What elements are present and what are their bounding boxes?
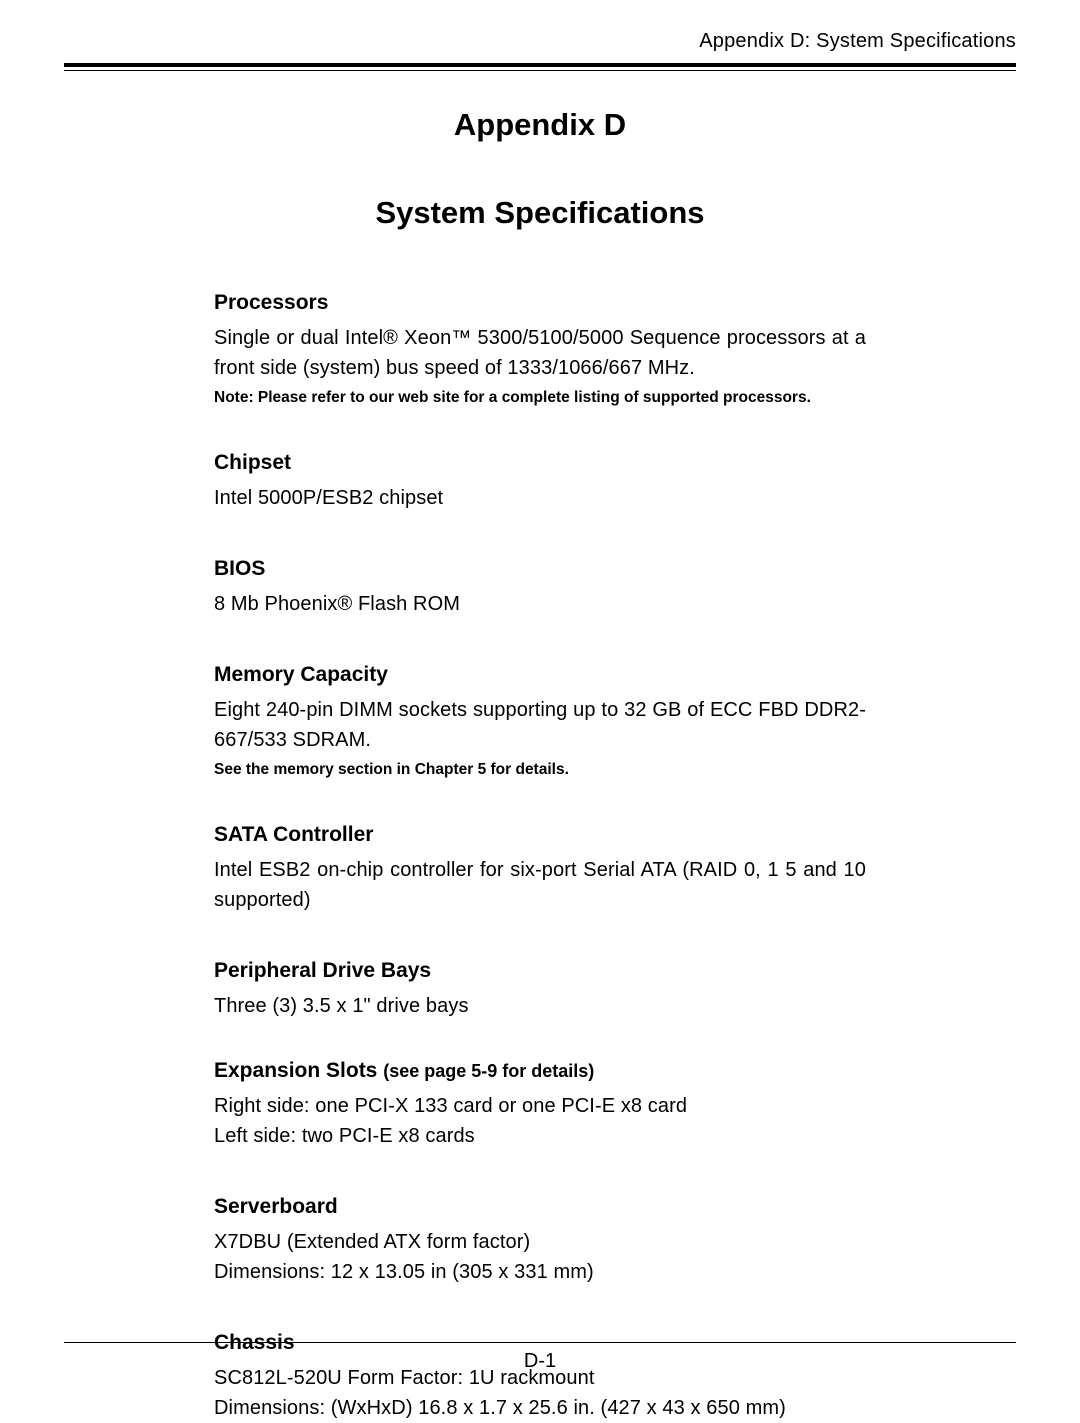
- body-chassis-2: Dimensions: (WxHxD) 16.8 x 1.7 x 25.6 in…: [214, 1393, 866, 1423]
- body-memory: Eight 240-pin DIMM sockets supporting up…: [214, 695, 866, 755]
- page: Appendix D: System Specifications Append…: [0, 0, 1080, 1397]
- body-sata: Intel ESB2 on-chip controller for six-po…: [214, 855, 866, 915]
- section-drivebays: Peripheral Drive Bays Three (3) 3.5 x 1"…: [214, 959, 866, 1021]
- heading-memory: Memory Capacity: [214, 663, 866, 687]
- running-head: Appendix D: System Specifications: [64, 30, 1016, 53]
- heading-expansion-main: Expansion Slots: [214, 1059, 383, 1082]
- body-expansion-1: Right side: one PCI-X 133 card or one PC…: [214, 1091, 866, 1121]
- body-drivebays: Three (3) 3.5 x 1" drive bays: [214, 991, 866, 1021]
- body-expansion-2: Left side: two PCI-E x8 cards: [214, 1121, 866, 1151]
- heading-chipset: Chipset: [214, 451, 866, 475]
- section-chassis: Chassis SC812L-520U Form Factor: 1U rack…: [214, 1331, 866, 1423]
- heading-expansion-note: (see page 5-9 for details): [383, 1061, 594, 1081]
- body-serverboard-2: Dimensions: 12 x 13.05 in (305 x 331 mm): [214, 1257, 866, 1287]
- footer-rule: [64, 1342, 1016, 1343]
- section-memory: Memory Capacity Eight 240-pin DIMM socke…: [214, 663, 866, 779]
- appendix-label: Appendix D: [64, 107, 1016, 143]
- page-number: D-1: [0, 1350, 1080, 1373]
- body-chipset: Intel 5000P/ESB2 chipset: [214, 483, 866, 513]
- header-rule-thin: [64, 70, 1016, 71]
- page-title: System Specifications: [64, 195, 1016, 231]
- section-bios: BIOS 8 Mb Phoenix® Flash ROM: [214, 557, 866, 619]
- header-rule-thick: [64, 63, 1016, 67]
- note-memory: See the memory section in Chapter 5 for …: [214, 761, 866, 779]
- heading-bios: BIOS: [214, 557, 866, 581]
- heading-sata: SATA Controller: [214, 823, 866, 847]
- heading-expansion: Expansion Slots (see page 5-9 for detail…: [214, 1059, 866, 1083]
- content-area: Processors Single or dual Intel® Xeon™ 5…: [64, 291, 1016, 1423]
- section-expansion: Expansion Slots (see page 5-9 for detail…: [214, 1059, 866, 1151]
- section-serverboard: Serverboard X7DBU (Extended ATX form fac…: [214, 1195, 866, 1287]
- section-processors: Processors Single or dual Intel® Xeon™ 5…: [214, 291, 866, 407]
- note-processors: Note: Please refer to our web site for a…: [214, 389, 866, 407]
- body-processors: Single or dual Intel® Xeon™ 5300/5100/50…: [214, 323, 866, 383]
- section-chipset: Chipset Intel 5000P/ESB2 chipset: [214, 451, 866, 513]
- section-sata: SATA Controller Intel ESB2 on-chip contr…: [214, 823, 866, 915]
- heading-serverboard: Serverboard: [214, 1195, 866, 1219]
- heading-drivebays: Peripheral Drive Bays: [214, 959, 866, 983]
- body-bios: 8 Mb Phoenix® Flash ROM: [214, 589, 866, 619]
- body-serverboard-1: X7DBU (Extended ATX form factor): [214, 1227, 866, 1257]
- heading-processors: Processors: [214, 291, 866, 315]
